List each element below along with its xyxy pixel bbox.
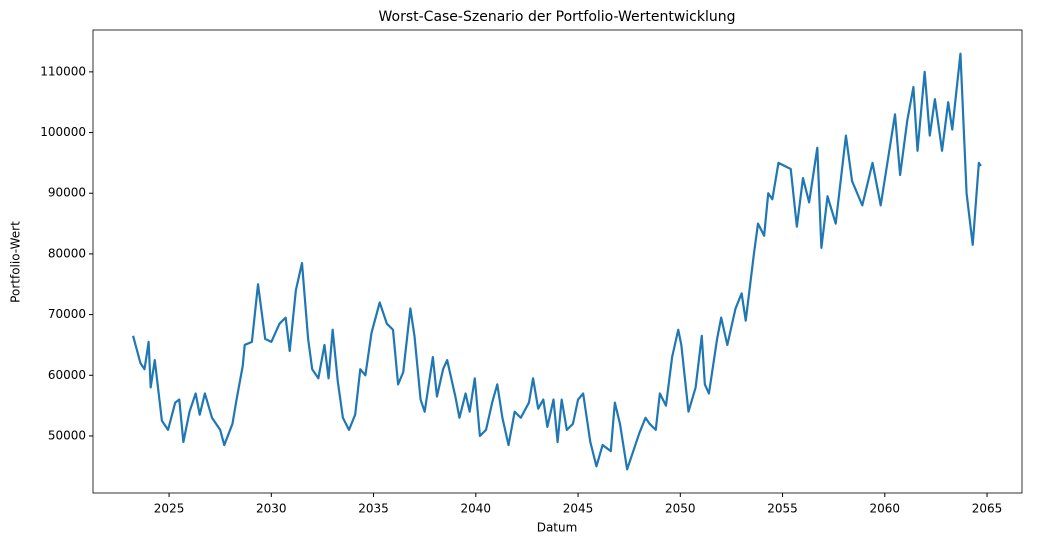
y-tick-label: 90000 (48, 186, 86, 200)
y-tick-label: 110000 (40, 64, 86, 78)
y-tick-label: 50000 (48, 428, 86, 442)
data-line (132, 52, 982, 471)
plot-frame (92, 29, 1023, 494)
y-tick-label: 70000 (48, 307, 86, 321)
y-tick-label: 60000 (48, 368, 86, 382)
y-tick-label: 100000 (40, 125, 86, 139)
x-tick-label: 2065 (972, 502, 1003, 516)
x-tick-label: 2055 (767, 502, 798, 516)
x-tick-label: 2040 (461, 502, 492, 516)
y-tick-label: 80000 (48, 246, 86, 260)
x-axis-label: Datum (537, 521, 578, 535)
x-tick-label: 2050 (665, 502, 696, 516)
y-axis-label: Portfolio-Wert (9, 221, 23, 303)
x-tick-label: 2045 (563, 502, 594, 516)
x-tick-label: 2060 (870, 502, 901, 516)
chart-title: Worst-Case-Szenario der Portfolio-Werten… (378, 9, 735, 25)
x-tick-label: 2030 (256, 502, 287, 516)
x-tick-label: 2035 (358, 502, 389, 516)
x-tick-label: 2025 (154, 502, 185, 516)
